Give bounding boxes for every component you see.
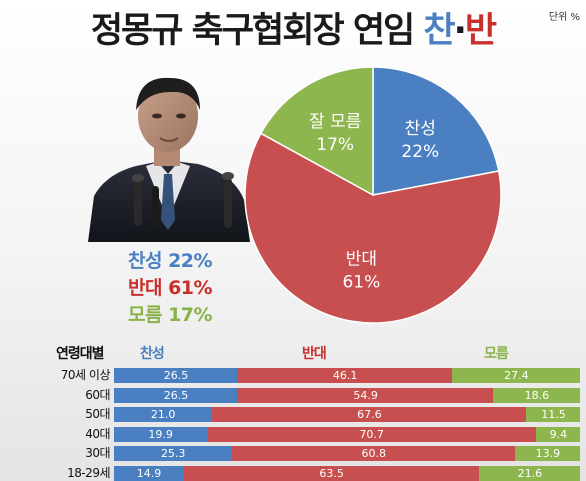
pie-chart: 찬성 22% 반대 61% 잘 모름 17%: [244, 66, 502, 324]
summary-no: 반대 61%: [128, 277, 213, 299]
pie-slice-value: 61%: [342, 272, 380, 292]
bar-segment-no: 67.6: [211, 407, 527, 422]
title-main: 정몽규 축구협회장 연임: [90, 11, 415, 51]
bar-segment-dk: 27.4: [452, 368, 581, 383]
group-label: 연령대별: [56, 346, 105, 362]
bar-segment-yes: 21.0: [114, 407, 213, 422]
bar-segment-no: 63.5: [183, 465, 480, 481]
pie-slice-label: 반대: [346, 249, 377, 269]
age-group-label: 70세 이상: [60, 368, 111, 382]
summary-yes: 찬성 22%: [128, 250, 213, 272]
bar-segment-dk: 11.5: [526, 407, 581, 422]
pie-slice-value: 17%: [316, 135, 354, 155]
bar-segment-no: 46.1: [237, 368, 453, 383]
bar-segment-no: 60.8: [231, 446, 516, 461]
pie-slice-label: 잘 모름: [309, 112, 361, 132]
bar-segment-yes: 25.3: [114, 446, 233, 461]
pie-slice-label: 찬성: [405, 119, 436, 139]
unit-label: 단위 %: [548, 12, 580, 23]
pie-slice: [244, 132, 502, 324]
bar-segment-yes: 19.9: [114, 426, 208, 442]
title-yes: 찬: [423, 11, 455, 51]
page-title: 정몽규 축구협회장 연임 찬·반: [0, 2, 586, 53]
summary-dk: 모름 17%: [128, 304, 213, 326]
pie-slice-value: 22%: [401, 142, 439, 162]
legend-dk: 모름: [484, 346, 509, 362]
title-no: 반: [464, 11, 497, 51]
bar-segment-yes: 26.5: [114, 387, 238, 403]
bar-segment-no: 70.7: [206, 426, 537, 442]
age-group-label: 50대: [85, 407, 110, 421]
bar-segment-dk: 18.6: [493, 387, 581, 403]
bar-segment-dk: 21.6: [479, 465, 581, 481]
title-dot: ·: [453, 11, 467, 51]
age-group-label: 60대: [85, 387, 110, 402]
age-group-label: 40대: [85, 426, 110, 441]
bar-segment-no: 54.9: [237, 387, 494, 403]
bar-segment-dk: 9.4: [536, 426, 581, 442]
age-group-label: 30대: [85, 446, 110, 460]
bar-segment-yes: 14.9: [114, 465, 184, 481]
portrait-photo: [88, 77, 250, 242]
age-group-label: 18-29세: [67, 465, 110, 480]
pie-slice: [372, 66, 500, 196]
legend-no: 반대: [302, 346, 327, 362]
bar-segment-dk: 13.9: [515, 446, 581, 461]
bar-segment-yes: 26.5: [114, 368, 238, 383]
summary-box: 찬성 22% 반대 61% 모름 17%: [128, 248, 213, 329]
legend-yes: 찬성: [140, 346, 165, 362]
pie-slice: [259, 66, 374, 197]
